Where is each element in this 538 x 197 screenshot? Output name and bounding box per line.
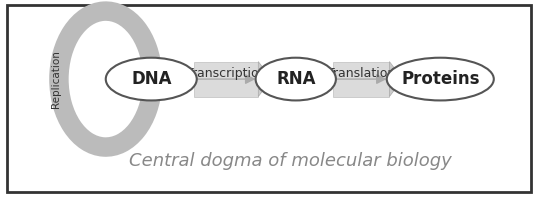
Text: Proteins: Proteins — [401, 70, 479, 88]
FancyBboxPatch shape — [333, 62, 390, 97]
Text: Replication: Replication — [51, 50, 61, 108]
Polygon shape — [258, 62, 272, 97]
Polygon shape — [390, 62, 403, 97]
Text: Central dogma of molecular biology: Central dogma of molecular biology — [129, 152, 452, 170]
FancyBboxPatch shape — [194, 62, 258, 97]
Text: Transcription: Transcription — [186, 67, 266, 80]
Text: DNA: DNA — [131, 70, 172, 88]
Text: RNA: RNA — [276, 70, 315, 88]
Text: Translation: Translation — [327, 67, 395, 80]
Ellipse shape — [106, 58, 197, 100]
Ellipse shape — [387, 58, 494, 100]
Ellipse shape — [256, 58, 336, 100]
